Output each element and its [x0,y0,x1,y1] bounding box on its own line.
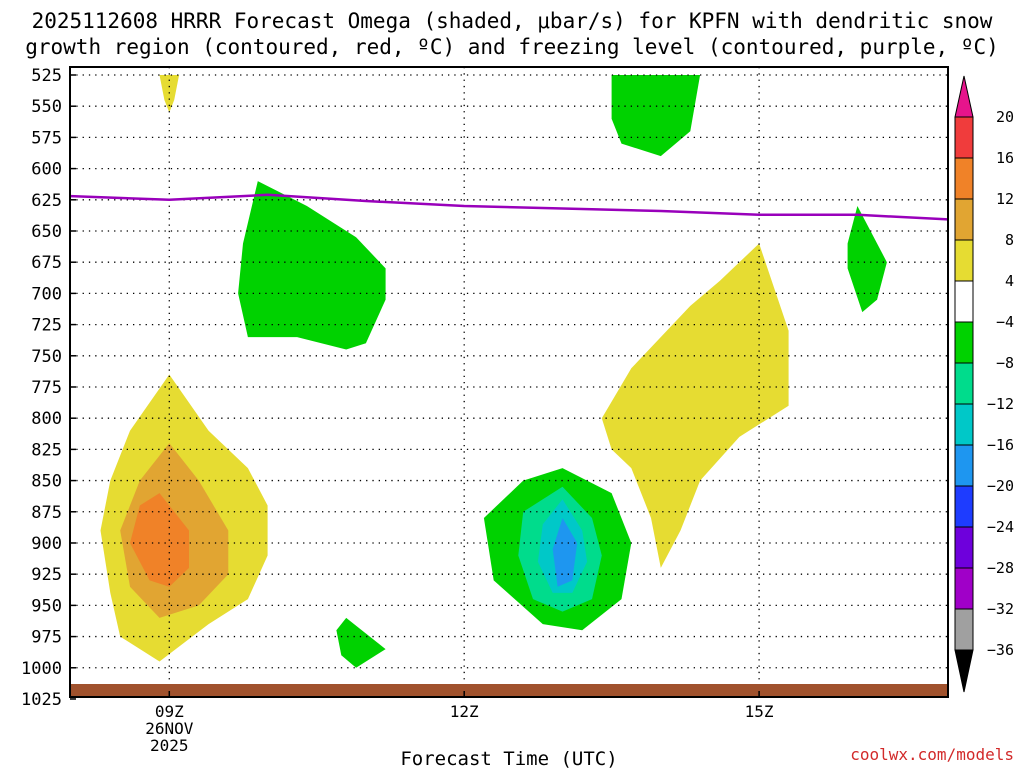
y-tick-label-775: 775 [31,378,62,398]
colorbar-label--36: −36 [987,641,1014,659]
chart-title-line-2: growth region (contoured, red, ºC) and f… [25,35,999,59]
colorbar-label--12: −12 [987,395,1014,413]
x-tick-label-9-2: 2025 [150,736,189,755]
y-tick-label-700: 700 [31,284,62,304]
y-tick-label-825: 825 [31,440,62,460]
colorbar-label--16: −16 [987,436,1014,454]
plot-area: 00 [70,67,948,697]
colorbar-label-4: 4 [1005,272,1014,290]
omega-region-pos-upper-09z [159,75,180,113]
chart-title-line-1: 2025112608 HRRR Forecast Omega (shaded, … [31,9,993,33]
credit-text: coolwx.com/models [850,745,1014,764]
y-tick-label-900: 900 [31,534,62,554]
x-axis-title: Forecast Time (UTC) [400,748,617,768]
colorbar-top-arrow [954,75,974,118]
colorbar-bin [954,239,974,282]
omega-region-neg-13z-low-16 [552,518,578,587]
omega-region-neg-10z-upper [238,181,386,350]
y-tick-label-625: 625 [31,191,62,211]
y-tick-label-750: 750 [31,347,62,367]
colorbar-bin [954,116,974,159]
colorbar-bin [954,280,974,323]
omega-region-neg-11z-low [336,617,386,668]
omega-region-pos-low-09z-12 [130,493,189,587]
colorbar-bin [954,608,974,651]
colorbar-label-12: 12 [996,190,1014,208]
y-tick-label-975: 975 [31,628,62,648]
colorbar-bin [954,485,974,528]
colorbar-bottom-arrow [954,649,974,693]
colorbar-label--24: −24 [987,518,1014,536]
y-tick-label-525: 525 [31,66,62,86]
colorbar-label--4: −4 [996,313,1014,331]
colorbar-label--28: −28 [987,559,1014,577]
y-tick-label-675: 675 [31,253,62,273]
y-tick-label-875: 875 [31,503,62,523]
x-tick-label-9-0: 09Z [155,702,184,721]
y-tick-label-925: 925 [31,565,62,585]
colorbar-bin [954,403,974,446]
y-tick-label-575: 575 [31,128,62,148]
colorbar-label--8: −8 [996,354,1014,372]
y-tick-label-600: 600 [31,160,62,180]
x-tick-label-12-0: 12Z [450,702,479,721]
omega-region-neg-13z-upper [611,75,701,157]
colorbar-bin [954,198,974,241]
colorbar-label-8: 8 [1005,231,1014,249]
y-tick-label-800: 800 [31,409,62,429]
freezing-level-line [70,193,948,221]
x-tick-label-9-1: 26NOV [145,719,194,738]
y-tick-label-725: 725 [31,316,62,336]
colorbar-bin [954,362,974,405]
colorbar-label--20: −20 [987,477,1014,495]
y-tick-label-1025: 1025 [21,690,62,710]
colorbar-bin [954,321,974,364]
terrain [70,684,948,697]
colorbar-label--32: −32 [987,600,1014,618]
y-tick-label-1000: 1000 [21,659,62,679]
colorbar-bin [954,157,974,200]
colorbar-bin [954,526,974,569]
y-tick-label-850: 850 [31,472,62,492]
y-tick-label-950: 950 [31,596,62,616]
colorbar-label-16: 16 [996,149,1014,167]
y-tick-label-550: 550 [31,97,62,117]
plot-frame [69,66,949,698]
omega-region-neg-16z [847,206,887,313]
colorbar-bin [954,567,974,610]
y-tick-label-650: 650 [31,222,62,242]
colorbar-bin [954,444,974,487]
colorbar-label-20: 20 [996,108,1014,126]
x-tick-label-15-0: 15Z [745,702,774,721]
omega-region-pos-15z [601,243,789,568]
